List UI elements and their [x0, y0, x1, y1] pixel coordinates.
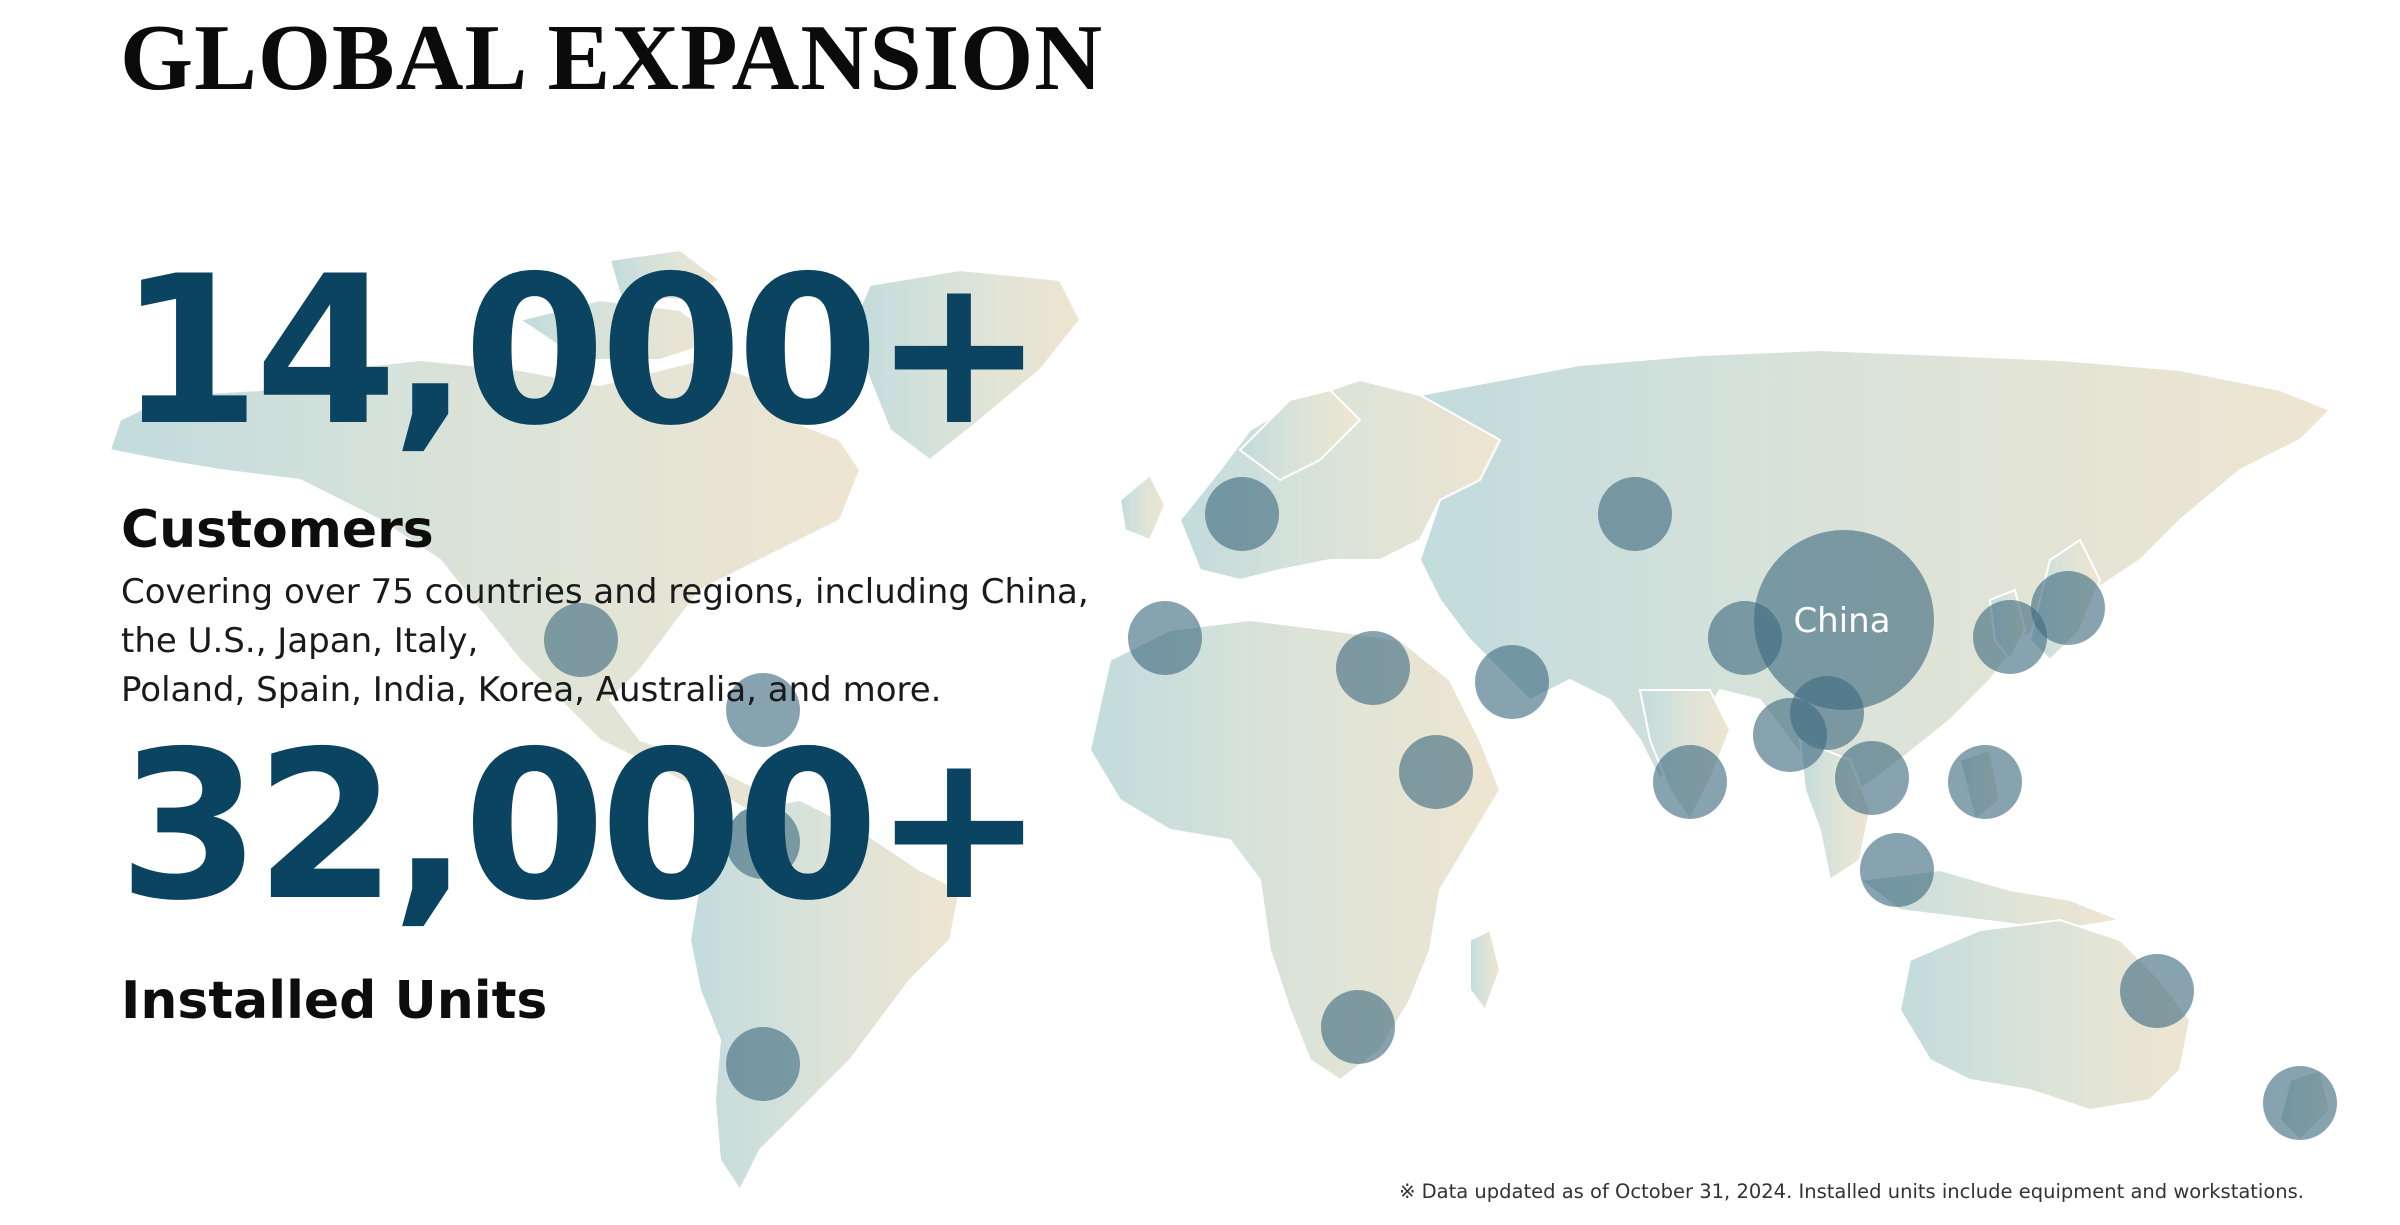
china-marker: [1754, 530, 1934, 710]
location-marker: [1205, 477, 1279, 551]
location-marker: [2263, 1066, 2337, 1140]
installed-units-count: 32,000+: [118, 708, 1045, 946]
location-marker: [544, 603, 618, 677]
location-marker: [1475, 645, 1549, 719]
location-marker: [1948, 745, 2022, 819]
customers-label: Customers: [121, 500, 434, 560]
data-footnote: ※ Data updated as of October 31, 2024. I…: [1399, 1180, 2304, 1203]
location-marker: [1653, 745, 1727, 819]
australia-landmass: [1898, 918, 2192, 1112]
page-title: GLOBAL EXPANSION: [120, 6, 1104, 110]
location-marker: [1835, 741, 1909, 815]
location-marker: [1973, 600, 2047, 674]
location-marker: [1321, 990, 1395, 1064]
location-marker: [1336, 631, 1410, 705]
location-marker: [726, 805, 800, 879]
coverage-description: Covering over 75 countries and regions, …: [121, 568, 1089, 715]
installed-units-label: Installed Units: [121, 971, 548, 1031]
location-marker: [1128, 601, 1202, 675]
location-marker: [1598, 477, 1672, 551]
location-marker: [2031, 571, 2105, 645]
customers-count: 14,000+: [118, 233, 1045, 471]
location-marker: [726, 1027, 800, 1101]
location-marker: [1860, 833, 1934, 907]
north-america-landmass: [108, 358, 862, 842]
marker-group: [544, 477, 2337, 1140]
location-marker: [2120, 954, 2194, 1028]
location-marker: [1399, 735, 1473, 809]
coverage-line-1: Covering over 75 countries and regions, …: [121, 572, 1089, 612]
coverage-line-2: the U.S., Japan, Italy,: [121, 621, 479, 661]
location-marker: [726, 673, 800, 747]
china-label: China: [1793, 601, 1890, 641]
coverage-line-3: Poland, Spain, India, Korea, Australia, …: [121, 670, 942, 710]
arctic-islands-landmass: [517, 298, 723, 361]
greenland-landmass: [848, 268, 1082, 462]
africa-landmass: [1088, 618, 1502, 1082]
